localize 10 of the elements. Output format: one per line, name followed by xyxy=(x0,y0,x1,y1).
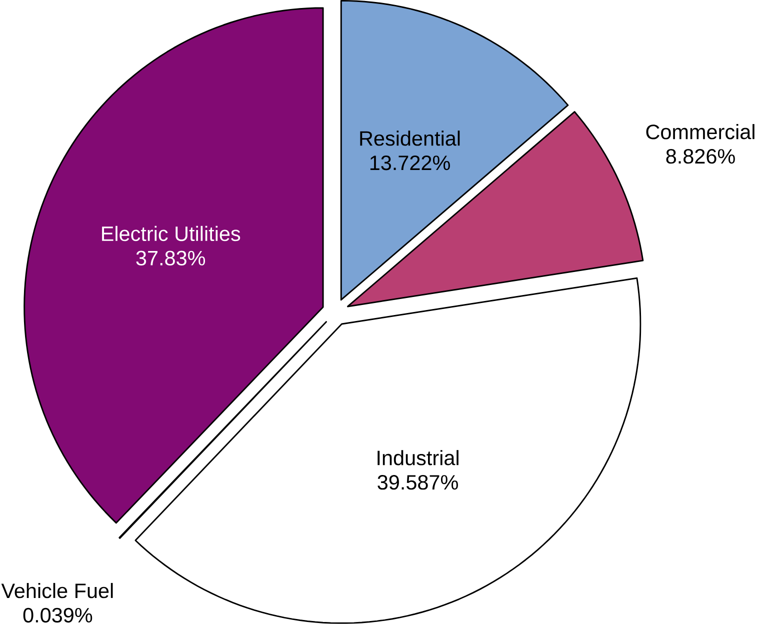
data-label: 8.826% xyxy=(666,149,735,164)
slice-label: Electric Utilities xyxy=(102,226,240,242)
slice-label: Commercial xyxy=(646,124,754,140)
data-label: 0.039% xyxy=(23,608,92,623)
data-label: 13.722% xyxy=(370,156,450,170)
data-label: 39.587% xyxy=(378,475,458,490)
slice-label: Vehicle Fuel xyxy=(1,583,113,598)
data-label: 37.83% xyxy=(136,250,206,266)
slice-label: Industrial xyxy=(378,450,458,466)
slice-label: Residential xyxy=(360,130,460,146)
